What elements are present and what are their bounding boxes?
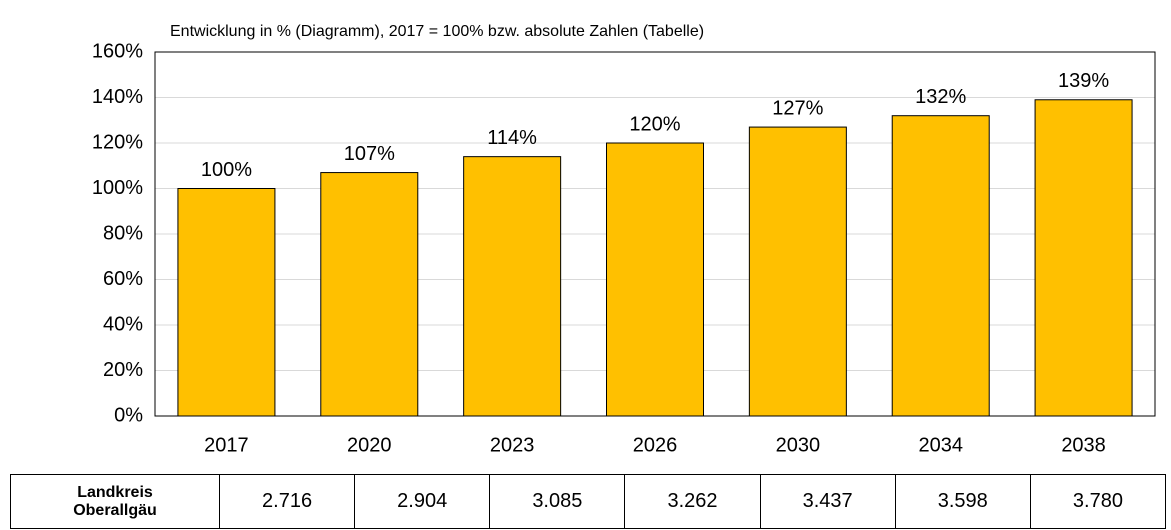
x-tick-label: 2017 — [204, 434, 249, 456]
data-label: 107% — [344, 143, 395, 165]
bar — [748, 126, 847, 417]
table-cell: 2.716 — [218, 474, 356, 529]
y-tick-label: 20% — [103, 359, 143, 381]
y-tick-label: 160% — [92, 40, 143, 62]
bar — [320, 172, 419, 417]
data-label: 114% — [487, 127, 537, 149]
y-tick-label: 60% — [103, 268, 143, 290]
bar — [606, 142, 704, 417]
x-tick-label: 2026 — [633, 434, 678, 456]
x-tick-label: 2020 — [347, 434, 392, 456]
chart-subtitle: Entwicklung in % (Diagramm), 2017 = 100%… — [170, 23, 704, 40]
bar — [1034, 99, 1133, 417]
y-tick-label: 80% — [103, 222, 143, 244]
bar — [463, 156, 562, 417]
table-cell: 3.598 — [894, 474, 1031, 529]
table-cell: 3.780 — [1029, 474, 1167, 529]
bar — [177, 188, 276, 417]
y-tick-label: 0% — [114, 404, 143, 426]
y-tick-label: 40% — [103, 313, 143, 335]
table-row: Landkreis Oberallgäu 2.716 2.904 3.085 3.26… — [10, 474, 1167, 529]
x-tick-label: 2038 — [1061, 434, 1106, 456]
x-tick-label: 2030 — [776, 434, 821, 456]
table-cell: 2.904 — [354, 474, 491, 529]
y-tick-label: 100% — [92, 177, 143, 199]
data-table: Landkreis Oberallgäu 2.716 2.904 3.085 3.26… — [10, 474, 1167, 529]
bar — [891, 115, 990, 417]
y-tick-label: 120% — [92, 131, 143, 153]
table-cell: 3.437 — [759, 474, 896, 529]
data-label: 127% — [772, 97, 823, 119]
row-label: Landkreis Oberallgäu — [10, 474, 220, 529]
table-cell: 3.085 — [489, 474, 626, 529]
data-label: 100% — [201, 159, 252, 181]
y-tick-label: 140% — [92, 86, 143, 108]
x-tick-label: 2034 — [918, 434, 963, 456]
data-label: 132% — [915, 86, 966, 108]
chart: Entwicklung in % (Diagramm), 2017 = 100%… — [92, 23, 1156, 456]
x-tick-label: 2023 — [490, 434, 535, 456]
data-label: 139% — [1058, 70, 1109, 92]
data-label: 120% — [629, 113, 680, 135]
table-cell: 3.262 — [624, 474, 761, 529]
